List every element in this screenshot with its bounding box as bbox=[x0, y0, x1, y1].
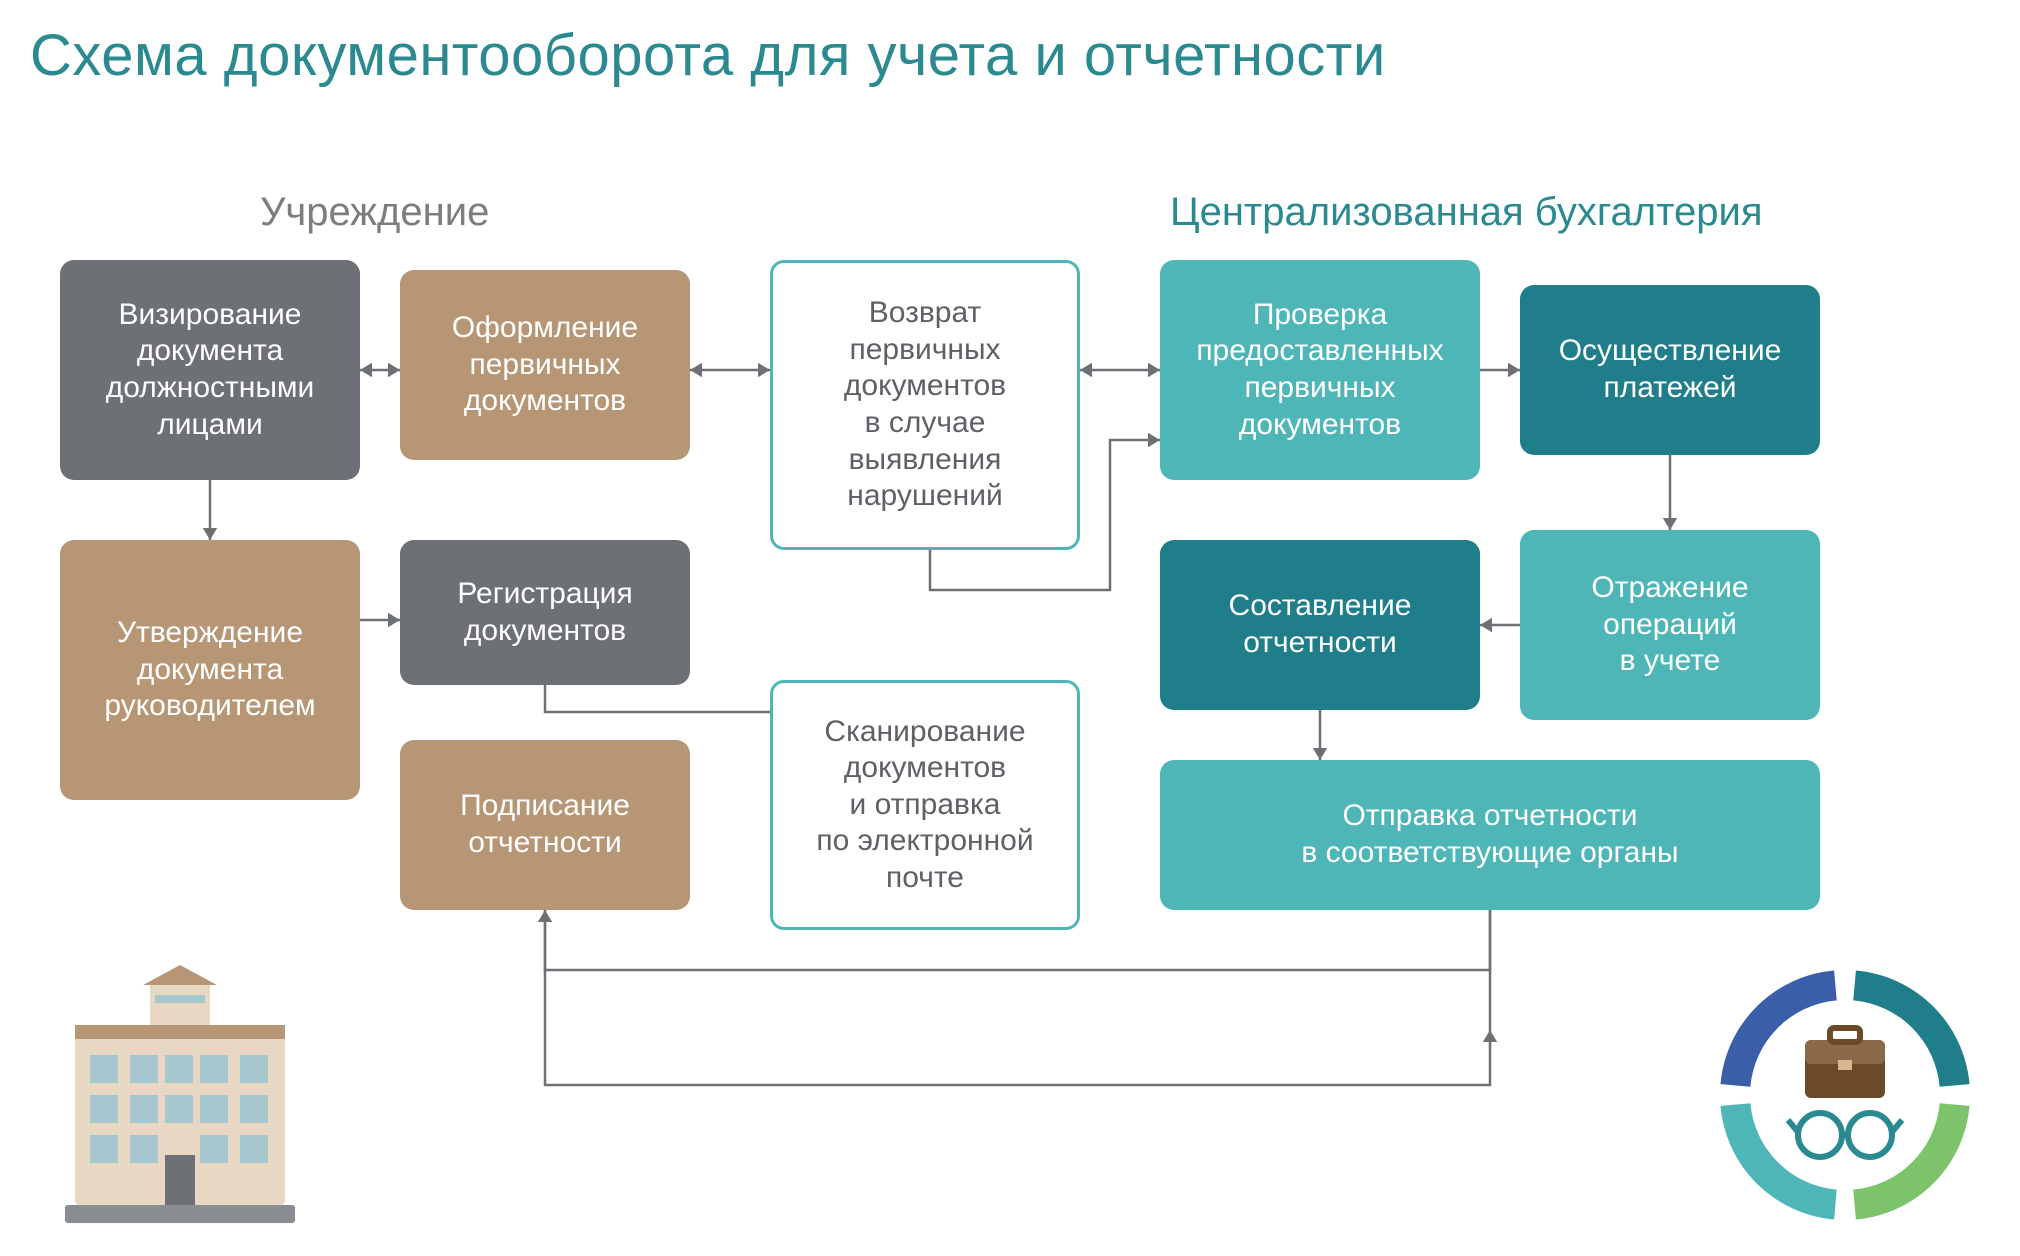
section-subtitle-accounting: Централизованная бухгалтерия bbox=[1170, 190, 1763, 235]
flow-node-send: Отправка отчетности в соответствующие ор… bbox=[1160, 760, 1820, 910]
section-subtitle-institution: Учреждение bbox=[260, 190, 489, 235]
flow-node-reg: Регистрация документов bbox=[400, 540, 690, 685]
flow-node-oform: Оформление первичных документов bbox=[400, 270, 690, 460]
page-title: Схема документооборота для учета и отчет… bbox=[30, 22, 1386, 89]
flow-node-pay: Осуществление платежей bbox=[1520, 285, 1820, 455]
flow-node-sign: Подписание отчетности bbox=[400, 740, 690, 910]
accounting-ring-icon bbox=[1710, 960, 1980, 1230]
flow-node-sost: Составление отчетности bbox=[1160, 540, 1480, 710]
flow-node-vis: Визирование документа должностными лицам… bbox=[60, 260, 360, 480]
flow-node-check: Проверка предоставленных первичных докум… bbox=[1160, 260, 1480, 480]
flow-node-otraj: Отражение операций в учете bbox=[1520, 530, 1820, 720]
building-icon bbox=[55, 965, 305, 1230]
flow-node-utv: Утверждение документа руководителем bbox=[60, 540, 360, 800]
flow-node-scan: Сканирование документов и отправка по эл… bbox=[770, 680, 1080, 930]
flow-node-return: Возврат первичных документов в случае вы… bbox=[770, 260, 1080, 550]
